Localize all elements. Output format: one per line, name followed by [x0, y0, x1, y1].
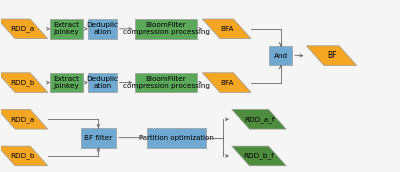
FancyBboxPatch shape — [88, 19, 117, 39]
Text: BFA: BFA — [220, 26, 234, 32]
Text: BloomFilter
compression processing: BloomFilter compression processing — [123, 76, 210, 89]
FancyBboxPatch shape — [50, 73, 83, 92]
Text: Deduplic
ation: Deduplic ation — [86, 22, 118, 35]
FancyBboxPatch shape — [269, 46, 292, 65]
Text: Deduplic
ation: Deduplic ation — [86, 76, 118, 89]
FancyBboxPatch shape — [135, 73, 197, 92]
Text: RDD_a: RDD_a — [10, 116, 35, 123]
Polygon shape — [232, 109, 286, 129]
Polygon shape — [0, 146, 48, 166]
Text: RDD_b_f: RDD_b_f — [244, 153, 274, 159]
Text: BF: BF — [327, 51, 336, 60]
Polygon shape — [232, 146, 286, 166]
Text: RDD_a_f: RDD_a_f — [244, 116, 274, 123]
Polygon shape — [202, 19, 251, 39]
Text: And: And — [274, 53, 288, 59]
Polygon shape — [0, 19, 48, 39]
FancyBboxPatch shape — [135, 19, 197, 39]
Text: BloomFilter
compression processing: BloomFilter compression processing — [123, 22, 210, 35]
Text: RDD_b: RDD_b — [10, 79, 35, 86]
Text: RDD_b: RDD_b — [10, 153, 35, 159]
Text: Extract
Joinkey: Extract Joinkey — [54, 76, 80, 89]
FancyBboxPatch shape — [146, 128, 206, 148]
Text: Extract
Joinkey: Extract Joinkey — [54, 22, 80, 35]
FancyBboxPatch shape — [81, 128, 116, 148]
Polygon shape — [306, 46, 357, 65]
FancyBboxPatch shape — [88, 73, 117, 92]
Polygon shape — [202, 73, 251, 92]
Polygon shape — [0, 73, 48, 92]
FancyBboxPatch shape — [50, 19, 83, 39]
Text: BF filter: BF filter — [84, 135, 112, 141]
Polygon shape — [0, 109, 48, 129]
Text: Partition optimization: Partition optimization — [139, 135, 214, 141]
Text: BFA: BFA — [220, 80, 234, 86]
Text: RDD_a: RDD_a — [10, 25, 35, 32]
